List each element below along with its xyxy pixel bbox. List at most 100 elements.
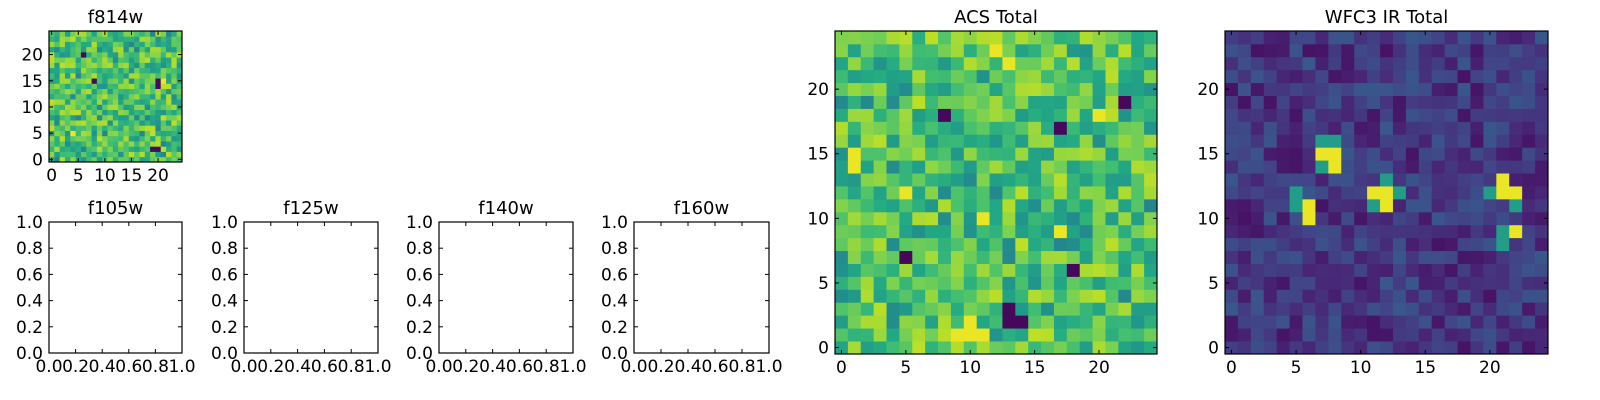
heatmap-cell <box>144 46 151 53</box>
heatmap-cell <box>102 109 108 116</box>
heatmap-cell <box>835 250 849 264</box>
y-tick-label: 0.4 <box>601 292 628 312</box>
heatmap-cell <box>70 83 76 90</box>
heatmap-cell <box>1535 211 1549 226</box>
heatmap-cell <box>1276 147 1290 161</box>
heatmap-cell <box>899 224 913 239</box>
heatmap-cell <box>1418 328 1433 342</box>
y-tick-label: 10 <box>21 98 43 118</box>
heatmap-cell <box>860 341 875 355</box>
heatmap-cell <box>134 99 140 105</box>
heatmap-cell <box>1289 147 1303 161</box>
heatmap-cell <box>963 56 978 71</box>
heatmap-cell <box>59 151 66 158</box>
heatmap-cell <box>1250 82 1265 96</box>
heatmap-cell <box>1418 95 1433 109</box>
heatmap-cell <box>1496 56 1510 71</box>
heatmap-cell <box>118 120 124 126</box>
heatmap-cell <box>976 95 990 109</box>
heatmap-cell <box>1263 147 1278 161</box>
heatmap-cell <box>963 82 978 96</box>
heatmap-cell <box>112 114 119 121</box>
heatmap-cell <box>1444 198 1458 213</box>
heatmap-cell <box>886 173 900 187</box>
heatmap-cell <box>1341 289 1355 303</box>
heatmap-cell <box>925 224 939 239</box>
heatmap-cell <box>171 46 178 53</box>
heatmap-cell <box>80 67 87 74</box>
y-tick-label: 0 <box>818 339 829 359</box>
heatmap-cell <box>80 141 87 147</box>
heatmap-cell <box>144 57 151 63</box>
heatmap-cell <box>912 31 926 45</box>
heatmap-cell <box>925 121 939 135</box>
heatmap-cell <box>873 211 887 226</box>
heatmap-cell <box>1315 160 1329 174</box>
heatmap-cell <box>139 83 146 90</box>
heatmap-cell <box>1380 237 1394 252</box>
heatmap-cell <box>1225 160 1239 174</box>
heatmap-cell <box>160 57 167 63</box>
heatmap-cell <box>1250 224 1265 239</box>
heatmap-cell <box>166 151 172 158</box>
heatmap-cell <box>64 109 71 116</box>
heatmap-cell <box>1105 160 1119 174</box>
heatmap-cell <box>102 104 108 110</box>
x-tick-label: 0.6 <box>311 357 338 377</box>
heatmap-cell <box>1341 302 1355 316</box>
heatmap-cell <box>1328 198 1342 213</box>
heatmap-cell <box>1535 56 1549 71</box>
heatmap-cell <box>86 141 92 147</box>
heatmap-cell <box>886 160 900 174</box>
heatmap-cell <box>847 69 862 84</box>
heatmap-cell <box>1079 198 1093 213</box>
heatmap-cell <box>989 134 1003 148</box>
heatmap-cell <box>155 104 162 110</box>
heatmap-cell <box>1225 198 1239 213</box>
heatmap-cell <box>1131 56 1145 71</box>
heatmap-cell <box>1509 108 1523 122</box>
heatmap-cell <box>860 43 875 58</box>
heatmap-cell <box>134 151 140 158</box>
axes-frame <box>834 30 1158 355</box>
y-tick-label: 0.8 <box>16 239 43 259</box>
heatmap-cell <box>1250 211 1265 226</box>
heatmap-cell <box>989 43 1003 58</box>
heatmap-cell <box>1079 31 1093 45</box>
heatmap-cell <box>1302 198 1316 213</box>
heatmap-cell <box>70 151 76 158</box>
heatmap-cell <box>123 114 130 121</box>
heatmap-cell <box>1496 31 1510 45</box>
heatmap-cell <box>835 160 849 174</box>
heatmap-cell <box>134 88 140 95</box>
heatmap-cell <box>1092 289 1106 303</box>
heatmap-cell <box>107 146 114 152</box>
heatmap-cell <box>1444 134 1458 148</box>
heatmap-cell <box>1431 121 1446 135</box>
heatmap-cell <box>176 151 183 158</box>
heatmap-cell <box>107 51 114 58</box>
heatmap-cell <box>1105 147 1119 161</box>
heatmap-cell <box>1418 147 1433 161</box>
heatmap-cell <box>1457 289 1471 303</box>
heatmap-cell <box>150 141 156 147</box>
heatmap-cell <box>1079 276 1093 290</box>
heatmap-cell <box>64 120 71 126</box>
y-tick-label: 0.8 <box>211 239 238 259</box>
heatmap-cell <box>1041 211 1055 226</box>
heatmap-cell <box>1092 43 1106 58</box>
heatmap-cell <box>128 83 135 90</box>
heatmap-cell <box>123 156 130 163</box>
heatmap-cell <box>80 114 87 121</box>
heatmap-cell <box>1289 43 1303 58</box>
heatmap-cell <box>963 95 978 109</box>
y-tick-label: 0.2 <box>406 318 433 338</box>
heatmap-cell <box>1276 341 1290 355</box>
heatmap-cell <box>1380 82 1394 96</box>
heatmap-cell <box>155 83 162 90</box>
heatmap-cell <box>64 93 71 100</box>
heatmap-cell <box>80 125 87 131</box>
heatmap-cell <box>139 104 146 110</box>
heatmap-cell <box>1092 147 1106 161</box>
